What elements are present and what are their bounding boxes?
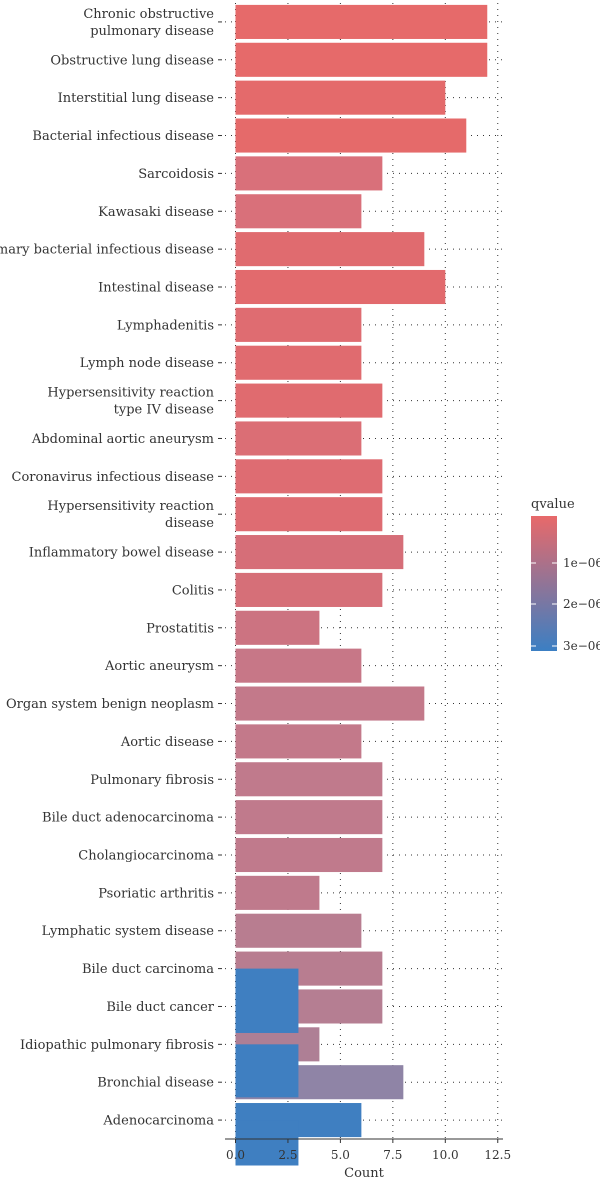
- category-label-18: Organ system benign neoplasm: [6, 697, 214, 712]
- category-label-29: Adenocarcinoma: [102, 1114, 214, 1129]
- bar-10: [235, 383, 383, 418]
- category-label-17: Aortic aneurysm: [104, 659, 214, 674]
- x-tick-label-2: 5.0: [331, 1148, 350, 1162]
- bar-0: [235, 4, 488, 39]
- bar-1: [235, 42, 488, 77]
- bar-24: [235, 913, 362, 948]
- bar-13: [235, 497, 383, 532]
- category-label-27: Idiopathic pulmonary fibrosis: [20, 1038, 214, 1053]
- category-label-4: Sarcoidosis: [138, 167, 214, 182]
- bar-15: [235, 572, 383, 607]
- bars: [235, 4, 488, 1138]
- bar-21: [235, 800, 383, 835]
- bar-22: [235, 837, 383, 873]
- category-label-11: Abdominal aortic aneurysm: [31, 432, 214, 447]
- category-label-28: Bronchial disease: [97, 1076, 214, 1091]
- category-label-3: Bacterial infectious disease: [32, 129, 214, 144]
- bar-9: [235, 345, 362, 380]
- category-label-1: Obstructive lung disease: [50, 53, 214, 68]
- x-tick-label-0: 0.0: [226, 1148, 245, 1162]
- bar-8: [235, 307, 362, 342]
- category-label-9: Lymph node disease: [80, 356, 215, 371]
- category-label-14: Inflammatory bowel disease: [29, 546, 215, 561]
- category-label-22: Cholangiocarcinoma: [78, 849, 214, 864]
- bar-20: [235, 762, 383, 797]
- category-label-21: Bile duct adenocarcinoma: [42, 811, 214, 826]
- bar-7: [235, 269, 446, 305]
- bar-19: [235, 724, 362, 759]
- bar-17: [235, 648, 362, 683]
- bar-3: [235, 118, 467, 153]
- legend: qvalue 1e−06 2e−06 3e−06: [531, 497, 600, 653]
- category-label-23: Psoriatic arthritis: [98, 886, 214, 901]
- category-label-20: Pulmonary fibrosis: [90, 773, 214, 788]
- category-label-0: Chronic obstructive pulmonary disease: [83, 7, 214, 39]
- legend-tick-label-2: 3e−06: [563, 639, 600, 653]
- bar-14: [235, 535, 404, 570]
- x-tick-label-1: 2.5: [278, 1148, 297, 1162]
- overlay-bars: [235, 968, 299, 1166]
- x-tick-label-5: 12.5: [484, 1148, 511, 1162]
- category-label-10: Hypersensitivity reaction type IV disease: [47, 386, 214, 418]
- bar-5: [235, 194, 362, 229]
- category-label-12: Coronavirus infectious disease: [12, 470, 215, 485]
- legend-title: qvalue: [531, 497, 575, 512]
- category-label-2: Interstitial lung disease: [58, 91, 215, 106]
- bar-18: [235, 686, 425, 721]
- category-label-15: Colitis: [172, 583, 214, 598]
- x-tick-label-4: 10.0: [432, 1148, 459, 1162]
- x-tick-label-3: 7.5: [383, 1148, 402, 1162]
- category-label-19: Aortic disease: [120, 735, 214, 750]
- bar-16: [235, 610, 320, 645]
- bar-6: [235, 232, 425, 267]
- bar-4: [235, 156, 383, 191]
- category-label-7: Intestinal disease: [98, 281, 214, 296]
- category-label-25: Bile duct carcinoma: [82, 962, 214, 977]
- bar-23: [235, 875, 320, 910]
- bar-2: [235, 80, 446, 115]
- bar-12: [235, 459, 383, 494]
- category-label-13: Hypersensitivity reaction disease: [47, 499, 214, 531]
- legend-tick-label-1: 2e−06: [563, 597, 600, 611]
- bar-11: [235, 421, 362, 456]
- overlay-bar-0: [235, 968, 299, 1033]
- x-axis-title: Count: [344, 1166, 385, 1181]
- legend-colorbar: [531, 516, 557, 651]
- category-label-5: Kawasaki disease: [98, 205, 214, 220]
- category-label-16: Prostatitis: [146, 621, 214, 636]
- x-axis: 0.0 2.5 5.0 7.5 10.0 12.5: [225, 1138, 511, 1162]
- legend-tick-label-0: 1e−06: [563, 556, 600, 570]
- category-label-24: Lymphatic system disease: [42, 924, 215, 939]
- overlay-bar-1: [235, 1044, 299, 1098]
- category-label-6: Primary bacterial infectious disease: [0, 243, 214, 258]
- category-label-8: Lymphadenitis: [117, 318, 214, 333]
- category-labels: Chronic obstructive pulmonary disease Obst…: [0, 7, 222, 1129]
- category-label-26: Bile duct cancer: [106, 1000, 214, 1015]
